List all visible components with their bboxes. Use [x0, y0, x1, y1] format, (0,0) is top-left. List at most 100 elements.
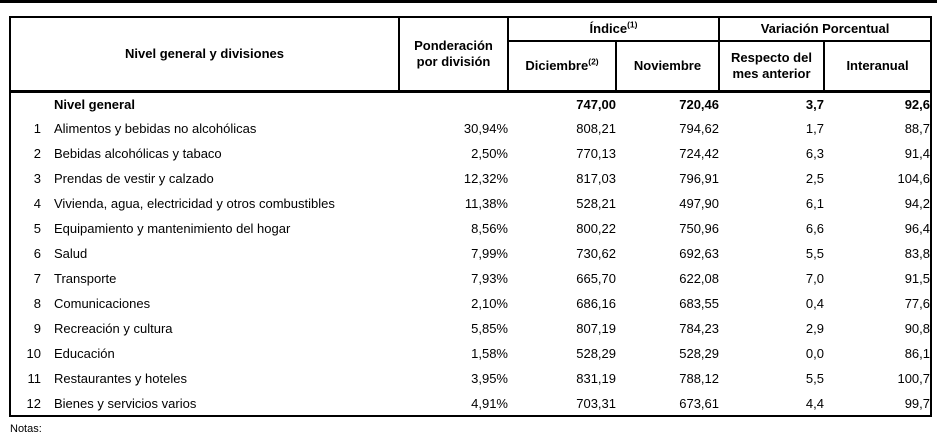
monthly-variation-cell: 1,7 — [805, 121, 824, 136]
interannual-variation-cell: 96,4 — [904, 221, 931, 236]
table-row: 3 Prendas de vestir y calzado 12,32% 817,03… — [10, 166, 931, 191]
table-row: 2 Bebidas alcohólicas y tabaco 2,50% 770,13… — [10, 141, 931, 166]
november-index-cell: 692,63 — [679, 246, 719, 261]
division-cell: 9 Recreación y cultura — [10, 316, 399, 341]
header-november: Noviembre — [615, 40, 720, 93]
header-monthly-variation: Respecto del mes anterior — [718, 40, 825, 93]
division-cell: 6 Salud — [10, 241, 399, 266]
table-row: 1 Alimentos y bebidas no alcohólicas 30,94… — [10, 116, 931, 141]
division-cell: 7 Transporte — [10, 266, 399, 291]
december-index-cell: 770,13 — [576, 146, 616, 161]
table-row: 4 Vivienda, agua, electricidad y otros co… — [10, 191, 931, 216]
table-row: 9 Recreación y cultura 5,85% 807,19 784,23 2,… — [10, 316, 931, 341]
weight-cell: 4,91% — [471, 395, 508, 411]
november-index-cell: 784,23 — [679, 321, 719, 336]
division-name: Prendas de vestir y calzado — [54, 171, 214, 186]
december-index-cell: 747,00 — [576, 96, 616, 112]
division-name: Restaurantes y hoteles — [54, 371, 187, 386]
interannual-variation-cell: 94,2 — [904, 196, 931, 211]
december-index-cell: 831,19 — [576, 371, 616, 386]
table-row: 5 Equipamiento y mantenimiento del hogar 8… — [10, 216, 931, 241]
table-row: 8 Comunicaciones 2,10% 686,16 683,55 0,4 77,6 — [10, 291, 931, 316]
weight-cell: 7,99% — [471, 246, 508, 261]
monthly-variation-cell: 0,0 — [805, 346, 824, 361]
december-index-cell: 817,03 — [576, 171, 616, 186]
december-index-cell: 730,62 — [576, 246, 616, 261]
weight-cell: 2,50% — [471, 146, 508, 161]
monthly-variation-cell: 5,5 — [805, 371, 824, 386]
monthly-variation-cell: 2,9 — [805, 321, 824, 336]
division-name: Nivel general — [54, 96, 135, 112]
division-cell: 12 Bienes y servicios varios — [10, 391, 399, 416]
footnote-2-marker: (2) — [588, 56, 599, 67]
november-index-cell: 622,08 — [679, 271, 719, 286]
table-body: Nivel general 747,00 720,46 3,7 92,6 1 Aliment… — [10, 91, 931, 416]
price-index-table: Nivel general y divisiones Ponderación p… — [9, 16, 933, 417]
monthly-variation-cell: 4,4 — [805, 395, 824, 411]
division-name: Vivienda, agua, electricidad y otros com… — [54, 196, 335, 211]
november-index-cell: 720,46 — [679, 96, 719, 112]
table-row: 12 Bienes y servicios varios 4,91% 703,31 67… — [10, 391, 931, 416]
december-index-cell: 528,21 — [576, 196, 616, 211]
division-cell: 1 Alimentos y bebidas no alcohólicas — [10, 116, 399, 141]
row-number: 1 — [33, 121, 41, 136]
november-index-cell: 750,96 — [679, 221, 719, 236]
division-name: Bienes y servicios varios — [54, 395, 197, 411]
weight-cell: 1,58% — [471, 346, 508, 361]
weight-cell: 30,94% — [463, 121, 508, 136]
row-number: 4 — [33, 196, 41, 211]
header-sub-row: Diciembre(2) Noviembre Respecto del mes … — [10, 40, 933, 93]
monthly-variation-cell: 5,5 — [805, 246, 824, 261]
monthly-variation-cell: 6,1 — [805, 196, 824, 211]
division-cell: 2 Bebidas alcohólicas y tabaco — [10, 141, 399, 166]
weight-cell — [399, 91, 508, 116]
interannual-variation-cell: 92,6 — [904, 96, 931, 112]
division-name: Alimentos y bebidas no alcohólicas — [54, 121, 257, 136]
header-group-row: Nivel general y divisiones Ponderación p… — [9, 16, 933, 93]
row-number: 2 — [33, 146, 41, 161]
november-index-cell: 724,42 — [679, 146, 719, 161]
division-cell: 3 Prendas de vestir y calzado — [10, 166, 399, 191]
interannual-variation-cell: 104,6 — [897, 171, 931, 186]
header-december-label: Diciembre — [525, 57, 589, 73]
december-index-cell: 703,31 — [576, 395, 616, 411]
monthly-variation-cell: 0,4 — [805, 296, 824, 311]
december-index-cell: 528,29 — [576, 346, 616, 361]
table-row: 11 Restaurantes y hoteles 3,95% 831,19 788,1… — [10, 366, 931, 391]
december-index-cell: 686,16 — [576, 296, 616, 311]
row-number: 7 — [33, 271, 41, 286]
weight-cell: 2,10% — [471, 296, 508, 311]
interannual-variation-cell: 91,4 — [904, 146, 931, 161]
monthly-variation-cell: 6,6 — [805, 221, 824, 236]
division-cell: Nivel general — [10, 91, 399, 116]
division-name: Salud — [54, 246, 88, 261]
interannual-variation-cell: 86,1 — [904, 346, 931, 361]
table-row: 10 Educación 1,58% 528,29 528,29 0,0 86,1 — [10, 341, 931, 366]
table-row: 6 Salud 7,99% 730,62 692,63 5,5 83,8 — [10, 241, 931, 266]
header-interannual-variation: Interanual — [822, 40, 933, 93]
row-number: 11 — [27, 371, 42, 386]
november-index-cell: 794,62 — [679, 121, 719, 136]
monthly-variation-cell: 7,0 — [805, 271, 824, 286]
november-index-cell: 683,55 — [679, 296, 719, 311]
interannual-variation-cell: 83,8 — [904, 246, 931, 261]
row-number: 8 — [33, 296, 41, 311]
table-header: Nivel general y divisiones Ponderación p… — [9, 16, 933, 93]
weight-cell: 12,32% — [463, 171, 508, 186]
weight-cell: 5,85% — [471, 321, 508, 336]
interannual-variation-cell: 100,7 — [897, 371, 931, 386]
division-name: Equipamiento y mantenimiento del hogar — [54, 221, 291, 236]
division-cell: 4 Vivienda, agua, electricidad y otros co… — [10, 191, 399, 216]
division-name: Bebidas alcohólicas y tabaco — [54, 146, 222, 161]
division-name: Comunicaciones — [54, 296, 151, 311]
row-number: 3 — [33, 171, 41, 186]
header-index-label: Índice — [589, 21, 628, 37]
weight-cell: 3,95% — [471, 371, 508, 386]
table-row: Nivel general 747,00 720,46 3,7 92,6 — [10, 91, 931, 116]
interannual-variation-cell: 77,6 — [904, 296, 931, 311]
row-number: 6 — [33, 246, 41, 261]
interannual-variation-cell: 90,8 — [904, 321, 931, 336]
row-number: 10 — [26, 346, 41, 361]
november-index-cell: 497,90 — [679, 196, 719, 211]
